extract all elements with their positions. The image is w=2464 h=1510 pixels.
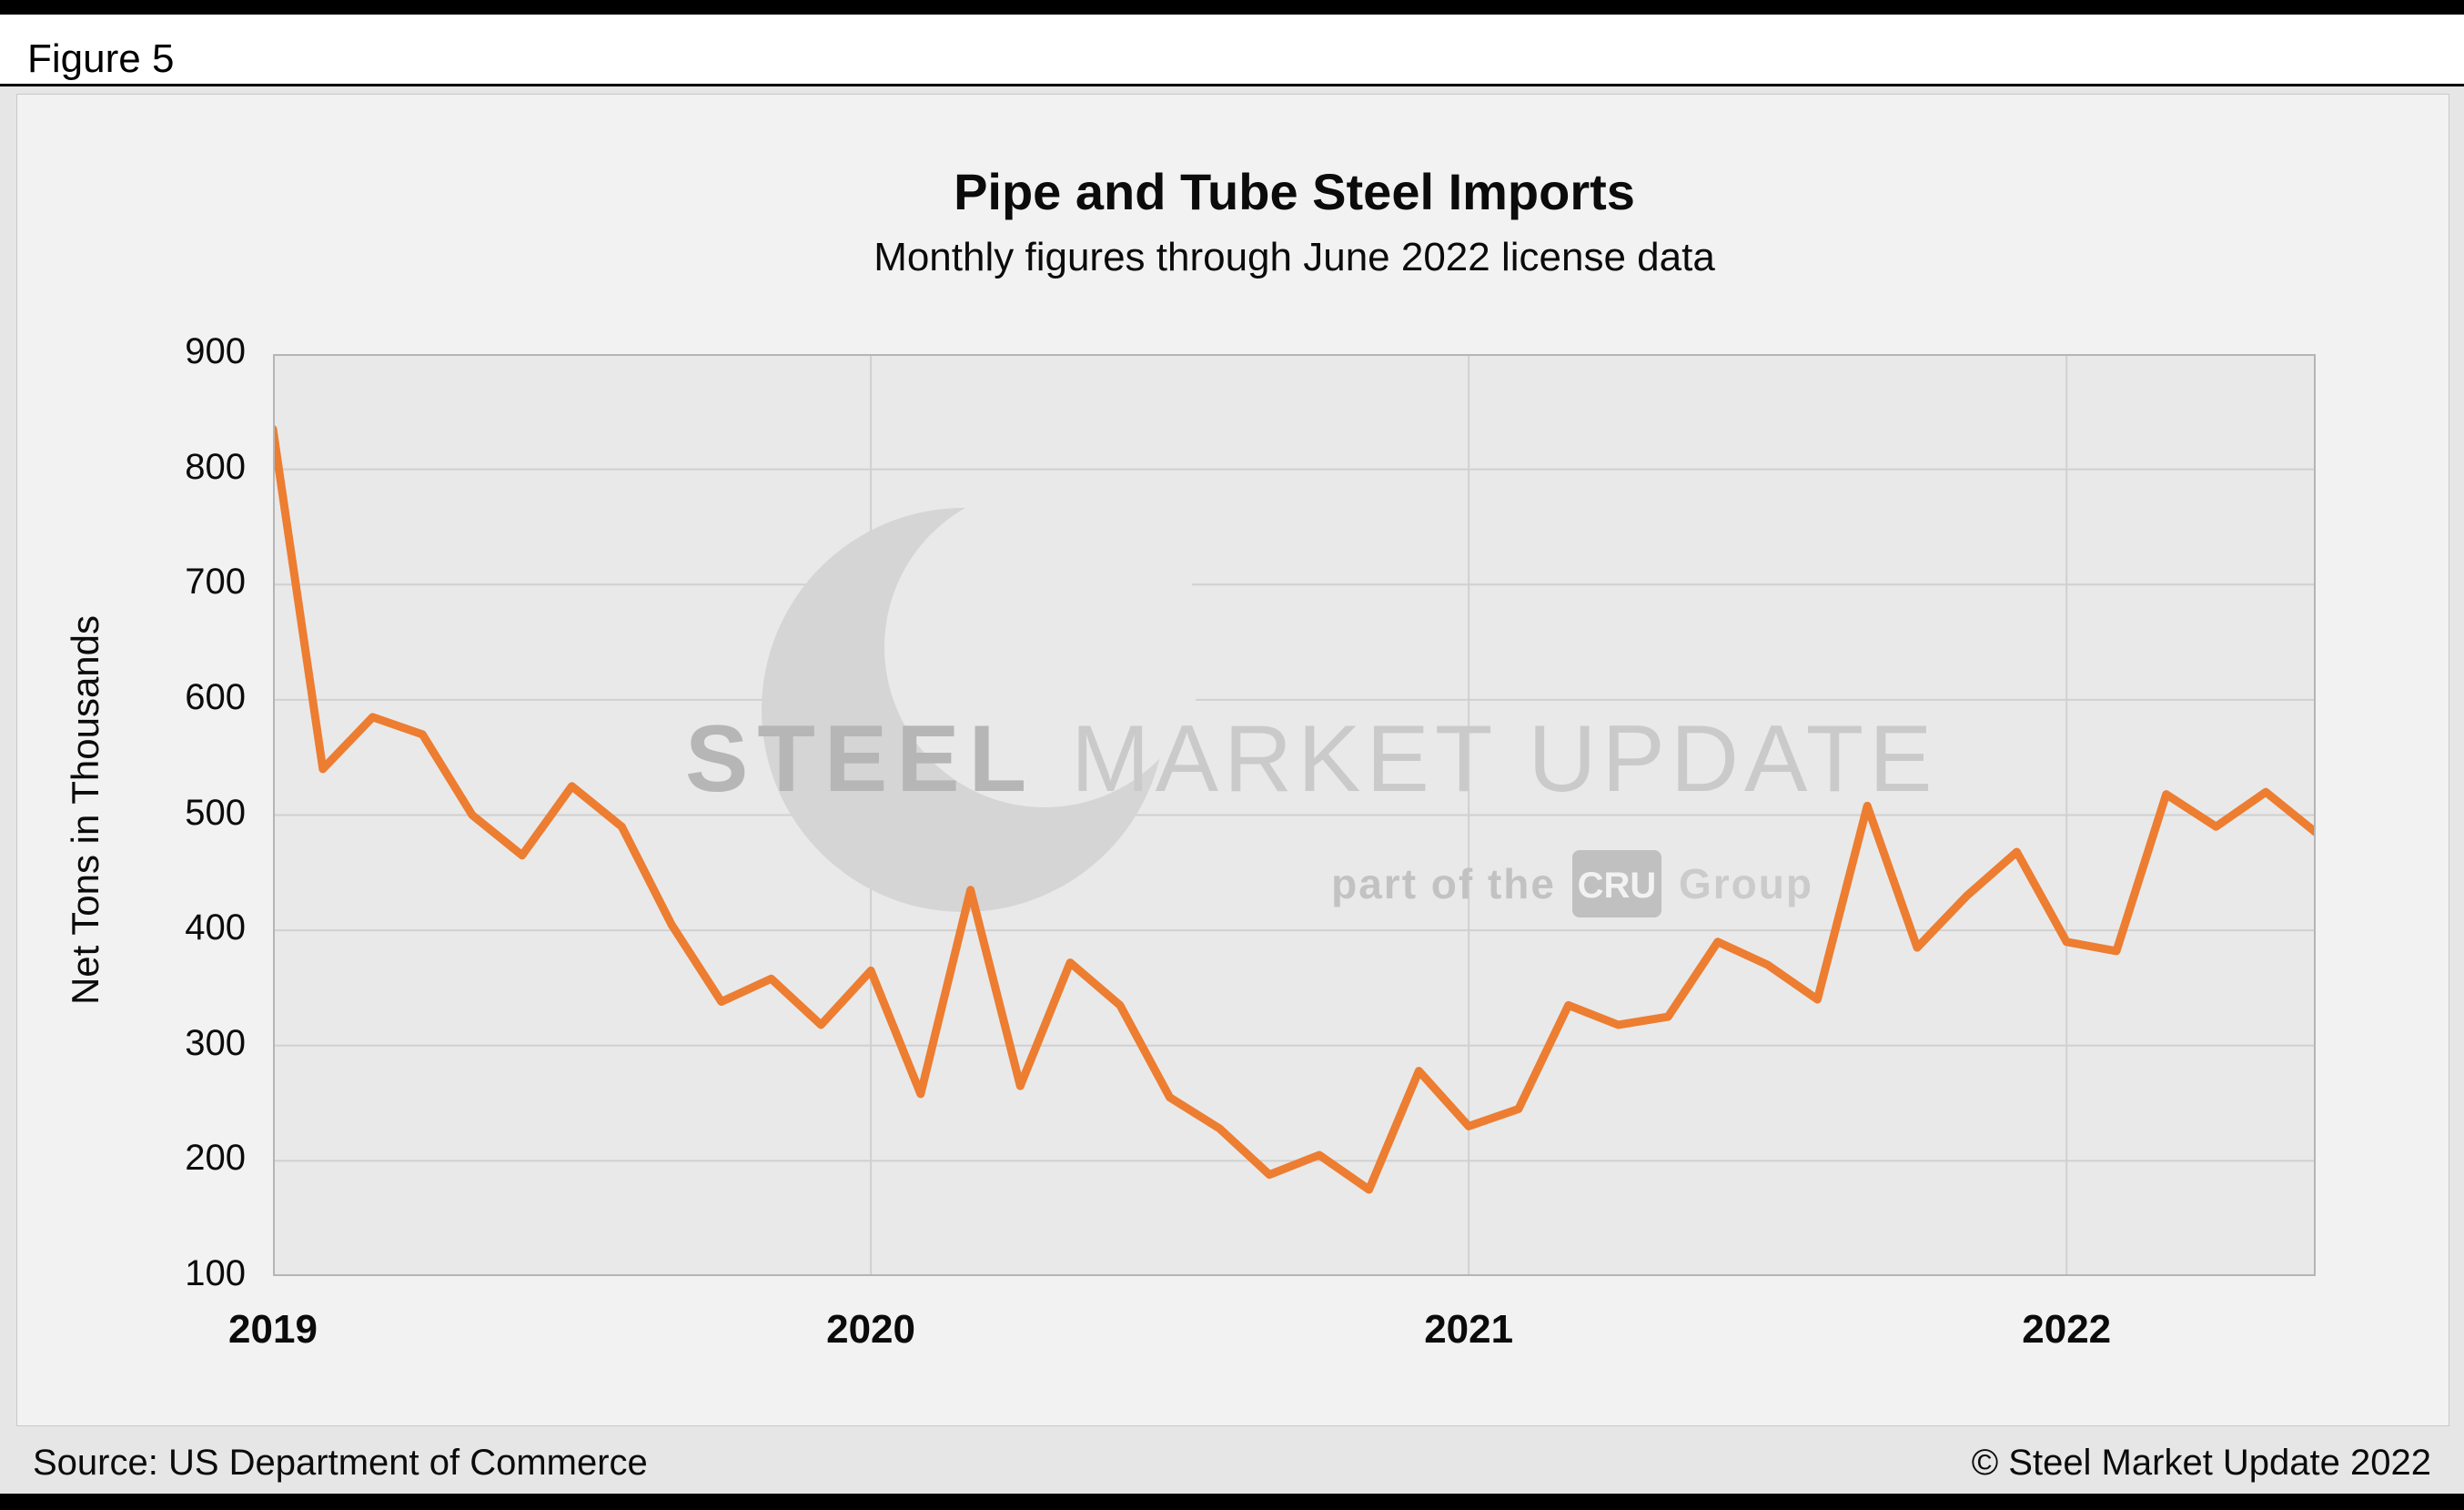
y-tick-label: 100	[185, 1253, 246, 1293]
watermark-tagline-suffix: Group	[1679, 860, 1813, 907]
top-border-bar	[0, 0, 2464, 15]
y-tick-label: 900	[185, 331, 246, 371]
x-tick-label: 2019	[228, 1307, 318, 1352]
y-tick-label: 600	[185, 676, 246, 717]
figure-label: Figure 5	[27, 36, 175, 81]
watermark-cru-box	[1572, 850, 1661, 917]
y-tick-label: 500	[185, 792, 246, 833]
plot-area: STEEL MARKET UPDATE part of the CRU Group	[268, 353, 2320, 1277]
source-text: Source: US Department of Commerce	[33, 1443, 648, 1483]
plot-border	[273, 354, 2316, 1276]
x-tick-label: 2021	[1424, 1307, 1514, 1352]
y-tick-label: 700	[185, 562, 246, 603]
data-line	[268, 424, 2320, 1194]
watermark-tagline-prefix: part of the	[1331, 860, 1556, 907]
chart-title: Pipe and Tube Steel Imports	[954, 163, 1635, 220]
y-tick-label: 800	[185, 446, 246, 487]
bottom-border-bar	[0, 1494, 2464, 1510]
watermark-cru-label: CRU	[1578, 866, 1657, 906]
plot-svg: STEEL MARKET UPDATE part of the CRU Group	[268, 353, 2320, 1277]
copyright-text: © Steel Market Update 2022	[1971, 1443, 2431, 1483]
y-tick-label: 300	[185, 1022, 246, 1063]
x-tick-label: 2020	[826, 1307, 915, 1352]
y-tick-label: 200	[185, 1138, 246, 1179]
chart-subtitle: Monthly figures through June 2022 licens…	[874, 235, 1715, 279]
header-divider	[0, 84, 2464, 86]
watermark-brand-bold: STEEL	[685, 706, 1035, 812]
y-tick-label: 400	[185, 907, 246, 948]
header-strip: Figure 5	[0, 15, 2464, 84]
watermark-logo-crescent-cut	[884, 487, 1205, 807]
watermark-brand-light: MARKET UPDATE	[1071, 706, 1938, 812]
x-tick-label: 2022	[2022, 1307, 2112, 1352]
